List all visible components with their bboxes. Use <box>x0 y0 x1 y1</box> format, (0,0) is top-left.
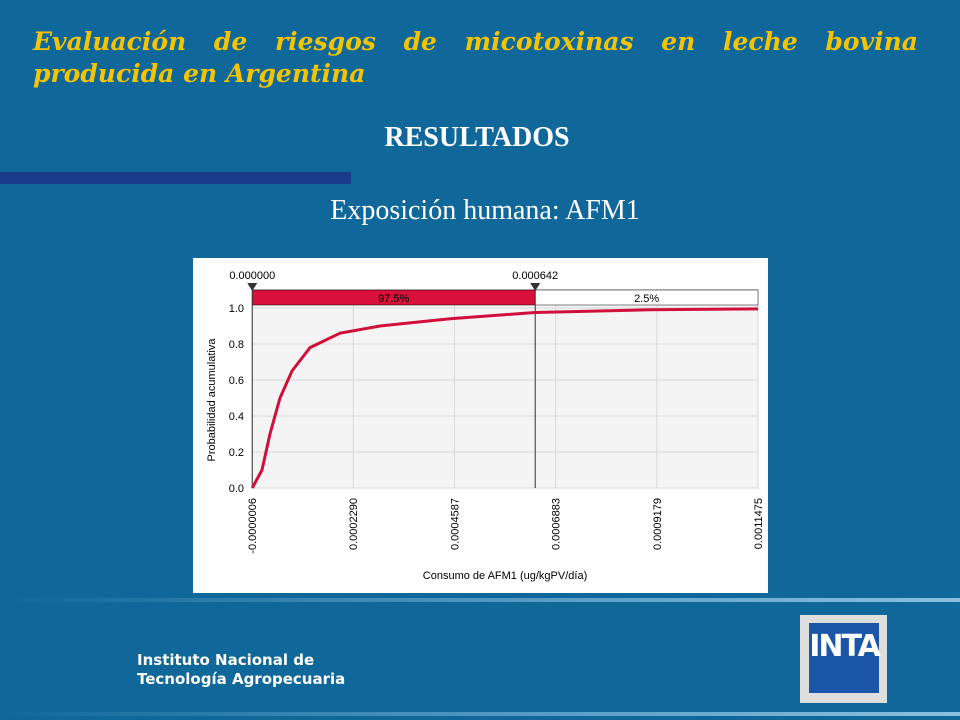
region-label: 97.5% <box>378 293 409 305</box>
delimiter-label: 0.000642 <box>512 270 558 282</box>
y-tick-label: 0.6 <box>229 375 244 387</box>
x-tick-label: 0.0009179 <box>652 498 664 550</box>
y-tick-label: 0.8 <box>229 339 244 351</box>
region-label: 2.5% <box>634 293 659 305</box>
cumulative-curve <box>250 307 759 489</box>
separator <box>0 598 960 602</box>
subtitle: Exposición humana: AFM1 <box>330 195 640 226</box>
y-axis-title: Probabilidad acumulativa <box>206 338 218 462</box>
y-tick-label: 0.2 <box>229 447 244 459</box>
delimiter-marker <box>247 283 258 291</box>
y-tick-label: 0.0 <box>229 483 244 495</box>
separator <box>0 712 960 716</box>
footer-line: Instituto Nacional de <box>137 651 315 669</box>
plot-area <box>251 289 759 489</box>
x-axis-title: Consumo de AFM1 (ug/kgPV/día) <box>423 570 587 582</box>
chart: Consumo de AFM1 (ug/kgPV/día) Probabilid… <box>193 258 768 593</box>
heading: RESULTADOS <box>384 122 570 153</box>
x-tick-label: -0.0000006 <box>247 498 259 554</box>
x-tick-label: 0.0002290 <box>348 498 360 550</box>
x-tick-label: 0.0011475 <box>753 498 765 549</box>
x-tick-label: 0.0006883 <box>551 498 563 550</box>
footer: Instituto Nacional de Tecnología Agropec… <box>137 651 345 689</box>
x-tick-label: 0.0004587 <box>449 498 461 550</box>
y-tick-label: 1.0 <box>229 303 244 315</box>
footer-line: Tecnología Agropecuaria <box>137 670 346 688</box>
y-tick-label: 0.4 <box>229 411 244 423</box>
slide-title: Evaluación de riesgos de micotoxinas en … <box>33 27 918 88</box>
logo: INTA <box>800 615 887 703</box>
accent-bar <box>0 172 351 184</box>
delimiter-label: 0.000000 <box>229 270 275 282</box>
logo-text: INTA <box>809 623 881 693</box>
delimiter-marker <box>530 283 541 291</box>
